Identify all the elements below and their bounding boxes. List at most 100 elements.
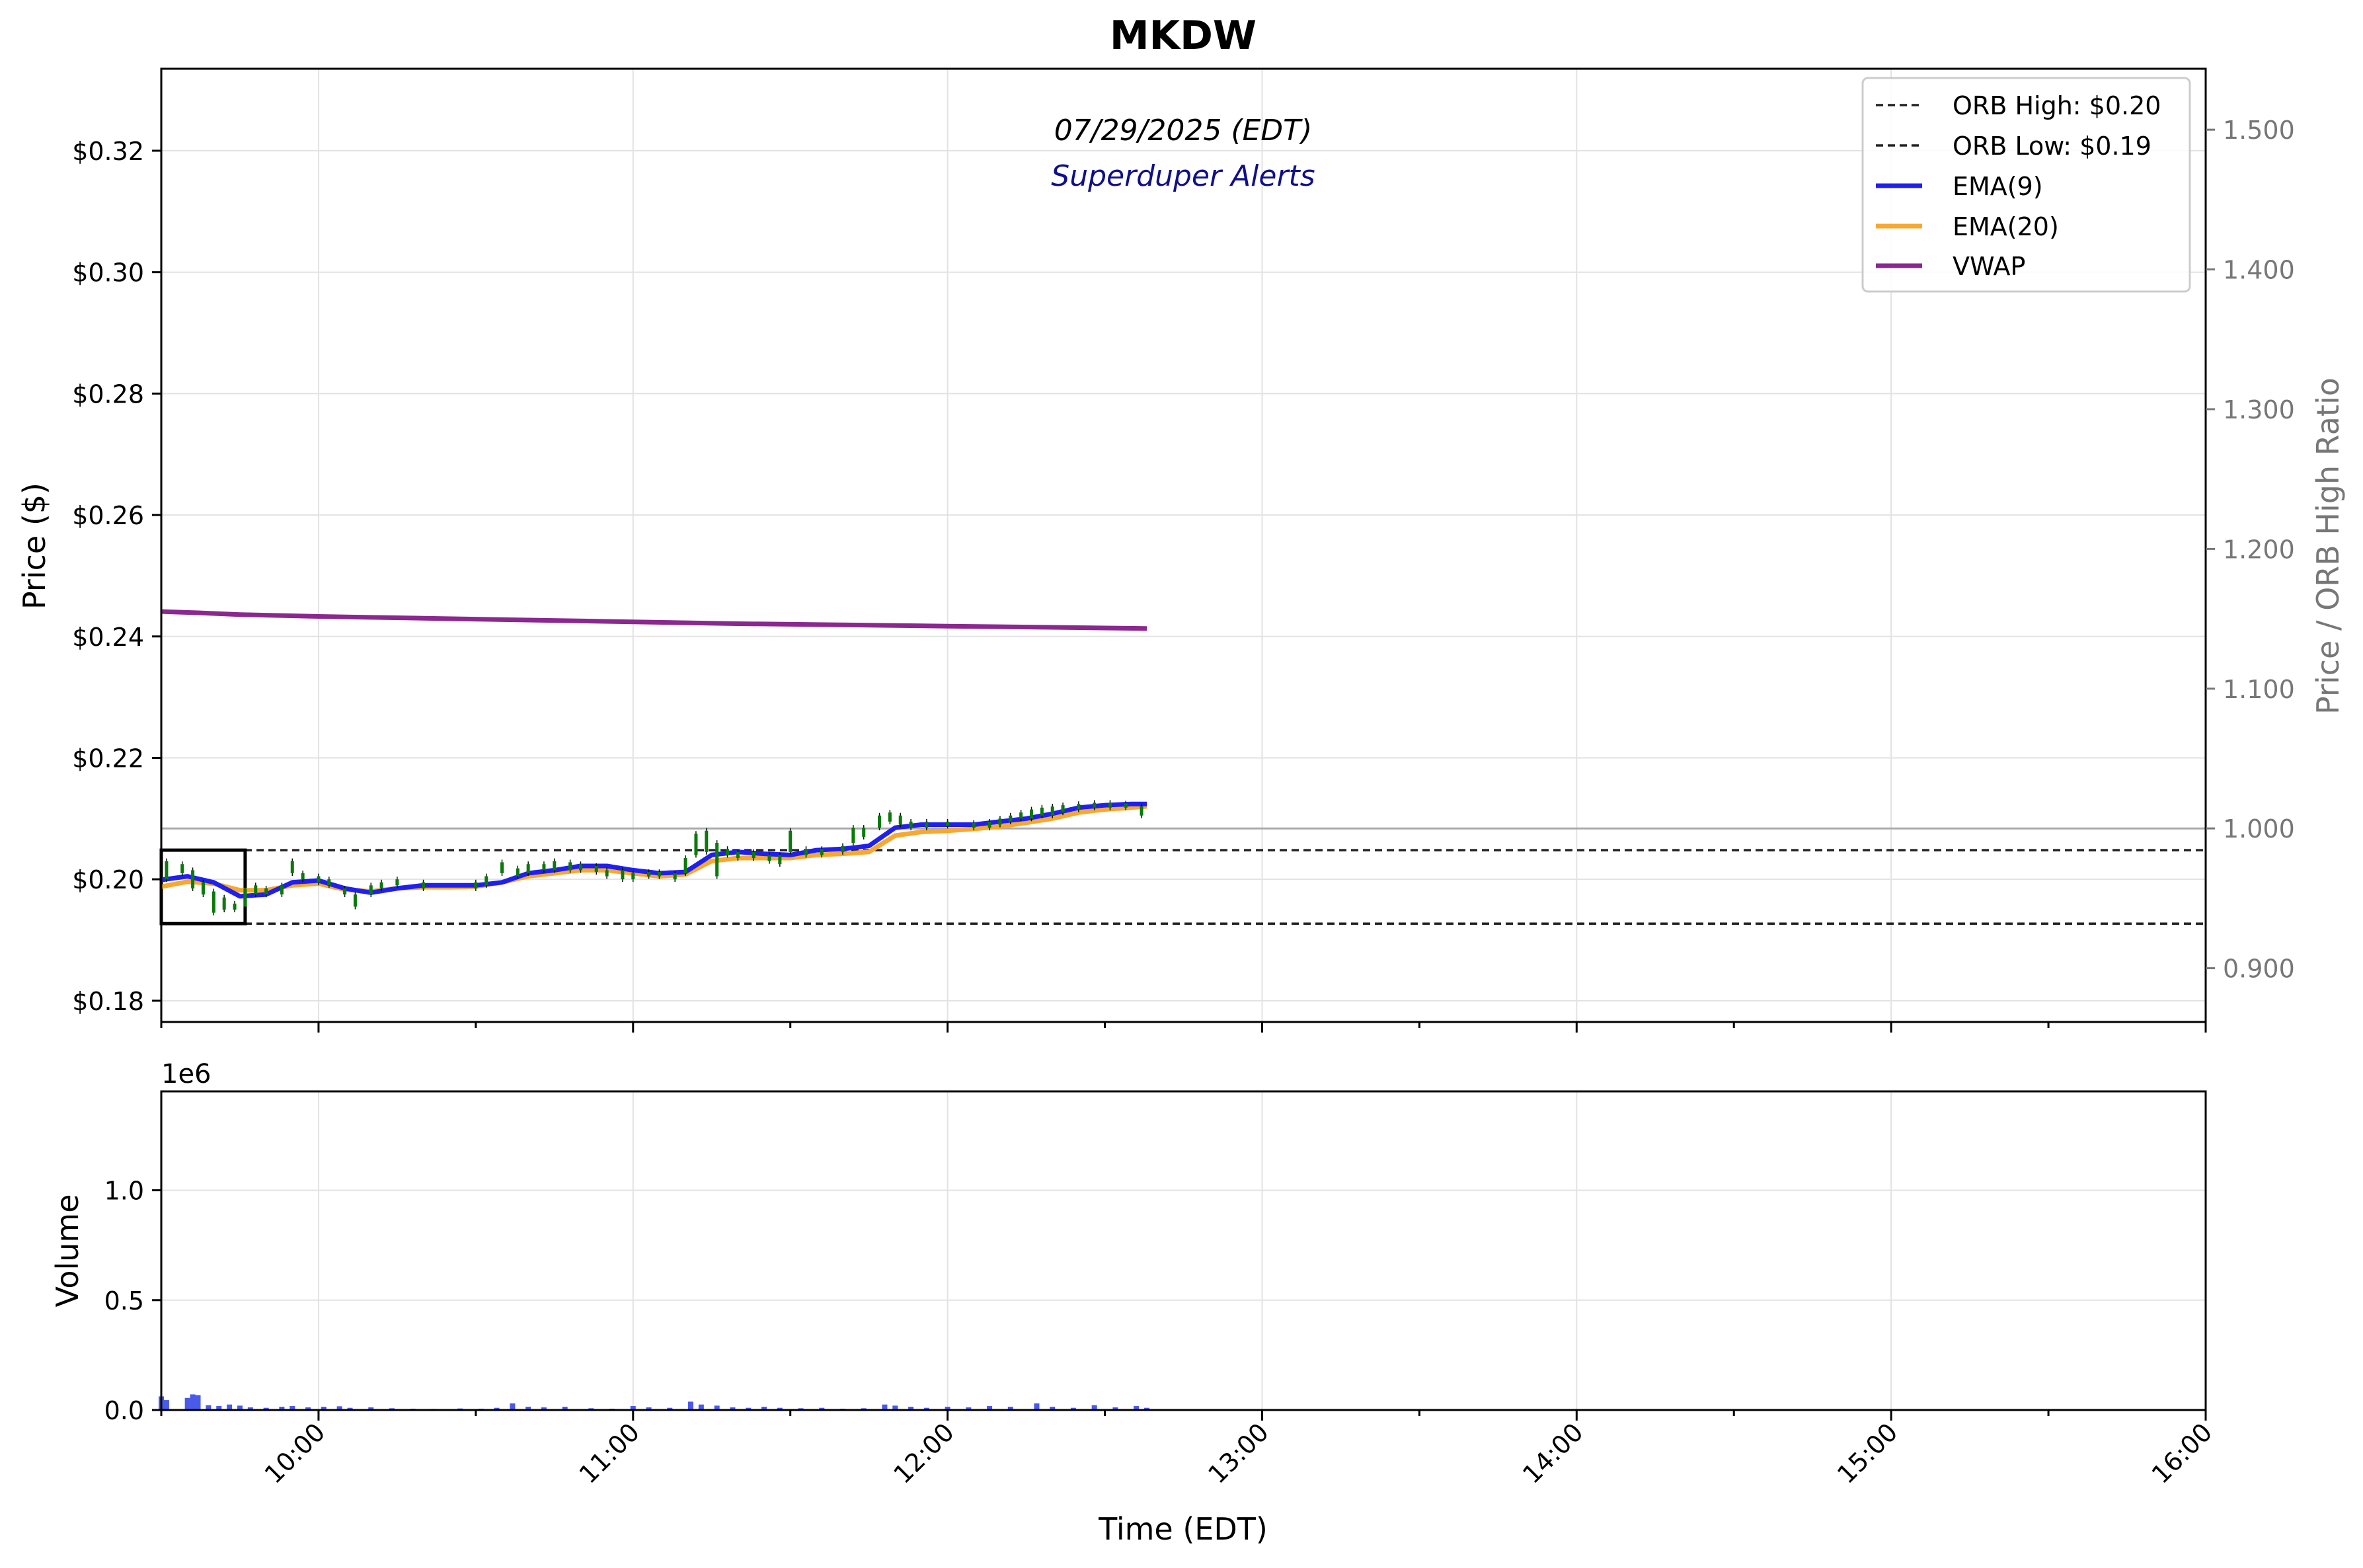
volume-axis-label: Volume — [50, 1194, 85, 1307]
candle-body — [736, 851, 740, 859]
candle-body — [998, 818, 1002, 825]
ratio-tick-label: 1.400 — [2223, 256, 2295, 285]
volume-bar — [510, 1403, 516, 1410]
price-tick-label: $0.22 — [72, 744, 144, 773]
chart-labels: MKDW 07/29/2025 (EDT) Superduper Alerts … — [17, 13, 2346, 1547]
candle-body — [804, 849, 808, 855]
candle-body — [647, 872, 651, 877]
candle-body — [578, 864, 582, 871]
candle-body — [820, 849, 824, 855]
watermark-text: Superduper Alerts — [1051, 159, 1315, 193]
candle-body — [212, 891, 215, 913]
candle-body — [290, 861, 294, 873]
volume-bar — [541, 1407, 547, 1410]
candle-body — [621, 870, 625, 880]
volume-bar — [945, 1407, 950, 1410]
volume-bar — [630, 1406, 636, 1410]
candle-body — [767, 855, 771, 861]
volume-bar — [290, 1406, 295, 1410]
candle-body — [752, 851, 755, 859]
volume-bar — [777, 1407, 783, 1410]
volume-bars — [159, 1394, 1149, 1410]
x-tick-label: 16:00 — [2146, 1417, 2218, 1489]
volume-bar — [1091, 1405, 1097, 1410]
price-tick-label: $0.18 — [72, 987, 144, 1016]
candle-body — [841, 845, 845, 852]
legend-entry-ema9: EMA(9) — [1876, 172, 2043, 201]
candle-body — [568, 862, 572, 871]
volume-bar — [882, 1404, 888, 1410]
volume-panel-frame — [160, 1090, 2207, 1411]
price-panel-frame — [160, 67, 2207, 1023]
candle-body — [301, 873, 305, 880]
candle-body — [925, 821, 929, 828]
candle-body — [369, 885, 373, 895]
indicator-lines — [161, 609, 1147, 899]
candle-body — [500, 862, 504, 873]
candle-body — [605, 870, 609, 877]
vwap-line — [161, 609, 1147, 631]
volume-bar — [746, 1407, 752, 1410]
price-tick-label: $0.20 — [72, 865, 144, 894]
candle-body — [898, 815, 902, 825]
candle-body — [631, 873, 635, 880]
legend-label-vwap: VWAP — [1953, 252, 2025, 281]
x-tick-label: 12:00 — [888, 1417, 960, 1489]
volume-bar — [698, 1404, 704, 1410]
candle-body — [657, 872, 661, 877]
volume-bar — [1007, 1407, 1013, 1410]
volume-bar — [761, 1407, 767, 1410]
candle-body — [1061, 805, 1065, 813]
ratio-tick-label: 0.900 — [2223, 955, 2295, 984]
price-tick-label: $0.24 — [72, 623, 144, 652]
volume-bar — [206, 1405, 212, 1410]
orb-overlay — [159, 827, 2206, 925]
legend-entry-orb-high: ORB High: $0.20 — [1876, 91, 2161, 120]
candle-body — [1093, 803, 1097, 808]
candle-body — [254, 885, 258, 895]
candle-body — [243, 888, 247, 907]
volume-bar — [987, 1406, 993, 1410]
legend-label-ema20: EMA(20) — [1953, 212, 2059, 241]
volume-bar — [347, 1407, 353, 1410]
price-tick-label: $0.30 — [72, 258, 144, 288]
volume-bar — [190, 1394, 196, 1410]
volume-bar — [305, 1407, 311, 1410]
price-tick-label: $0.28 — [72, 379, 144, 409]
candle-body — [222, 897, 226, 910]
volume-bar — [237, 1405, 243, 1410]
x-tick-label: 13:00 — [1202, 1417, 1274, 1489]
candle-body — [1040, 807, 1044, 816]
candle-body — [542, 864, 546, 871]
candle-body — [878, 815, 882, 828]
axis-ticks: $0.18 $0.20 $0.22 $0.24 $0.26 $0.28 $0.30 $0.32… — [72, 116, 2295, 1489]
volume-bar — [646, 1407, 652, 1410]
volume-bar — [908, 1407, 914, 1410]
candle-body — [317, 876, 321, 882]
volume-tick-label: 0.5 — [104, 1286, 144, 1315]
legend-label-orb-low: ORB Low: $0.19 — [1953, 132, 2151, 161]
volume-bar — [227, 1404, 233, 1410]
candle-body — [353, 894, 357, 907]
candle-body — [888, 812, 892, 822]
volume-bar — [714, 1405, 720, 1410]
candle-body — [343, 888, 347, 895]
candle-body — [594, 865, 598, 873]
volume-bar — [321, 1407, 327, 1410]
candle-body — [1050, 806, 1054, 816]
volume-bar — [1050, 1407, 1056, 1410]
legend-entry-vwap: VWAP — [1876, 252, 2025, 281]
volume-bar — [1143, 1407, 1149, 1410]
x-tick-label: 14:00 — [1517, 1417, 1589, 1489]
candle-body — [264, 888, 268, 895]
x-tick-label: 10:00 — [259, 1417, 331, 1489]
legend-entry-orb-low: ORB Low: $0.19 — [1876, 132, 2151, 161]
candle-body — [789, 830, 793, 852]
candle-body — [327, 879, 331, 886]
volume-bar — [184, 1397, 190, 1410]
candle-body — [1140, 806, 1143, 816]
candle-body — [715, 843, 719, 877]
volume-bar — [1134, 1406, 1140, 1410]
